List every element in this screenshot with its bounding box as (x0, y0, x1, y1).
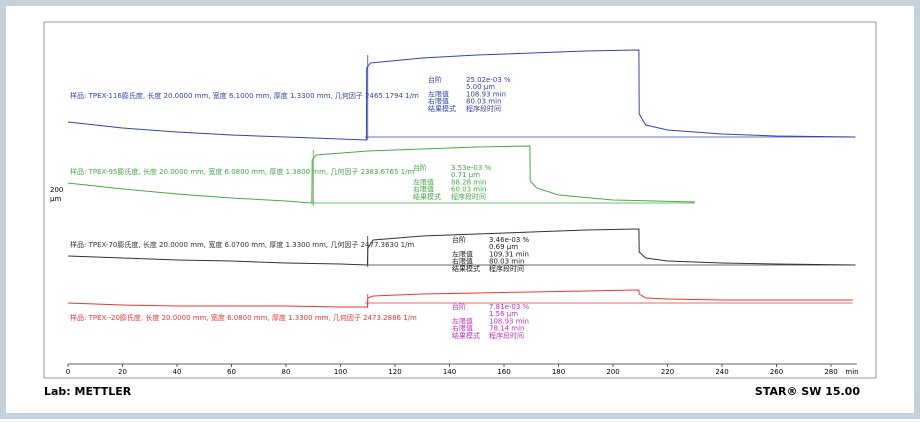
sample-label: 样品: TPEX-95膨氏度, 长度 20.0000 mm, 宽度 6.0800… (70, 167, 414, 176)
annotation-label: 结果模式 (413, 192, 441, 201)
footer-right: STAR® SW 15.00 (755, 385, 860, 398)
annotation-value: 程序段时间 (489, 331, 524, 340)
sample-label: 样品: TPEX-70膨氏度, 长度 20.0000 mm, 宽度 6.0700… (70, 240, 414, 249)
x-tick-label: 280 (824, 368, 837, 376)
annotation-value: 1.56 μm (489, 310, 518, 318)
annotation-label: 台阶 (452, 235, 466, 244)
series-line (67, 49, 856, 141)
x-tick-label: 100 (334, 368, 347, 376)
sample-label: 样品: TPEX--20膨氏度, 长度 20.0000 mm, 宽度 6.080… (70, 313, 417, 322)
annotation-label: 右限值 (413, 185, 434, 194)
y-scale-value: 200 (50, 186, 63, 194)
annotation-label: 台阶 (452, 302, 466, 311)
sample-label: 样品: TPEX-116膨氏度, 长度 20.0000 mm, 宽度 6.100… (70, 91, 419, 100)
annotation-label: 右限值 (452, 257, 473, 266)
x-tick-label: 160 (497, 368, 510, 376)
x-tick-label: 80 (282, 368, 291, 376)
series-line (67, 228, 856, 266)
series-line (67, 145, 695, 204)
annotation-label: 台阶 (428, 75, 442, 84)
x-tick-label: 180 (552, 368, 565, 376)
footer-left: Lab: METTLER (44, 385, 132, 398)
annotation-label: 右限值 (428, 97, 449, 106)
annotation-label: 左限值 (428, 89, 449, 98)
annotation-value: 78.14 min (489, 325, 524, 333)
x-tick-label: 140 (443, 368, 456, 376)
annotation-value: 3.46e-03 % (489, 236, 530, 244)
annotation-value: 7.81e-03 % (489, 303, 530, 311)
annotation-value: 3.53e-03 % (451, 164, 492, 172)
x-tick-label: 20 (118, 368, 127, 376)
annotation-value: 109.31 min (489, 250, 529, 258)
x-tick-label: 240 (715, 368, 728, 376)
annotation-label: 右限值 (452, 324, 473, 333)
x-tick-label: 220 (661, 368, 674, 376)
annotation-value: 80.03 min (466, 98, 501, 106)
x-tick-label: 260 (770, 368, 783, 376)
annotation-label: 台阶 (413, 163, 427, 172)
annotation-value: 程序段时间 (451, 192, 486, 201)
x-tick-label: 120 (388, 368, 401, 376)
x-tick-label: 40 (173, 368, 182, 376)
y-scale-unit: μm (50, 195, 61, 203)
annotation-value: 108.93 min (489, 317, 529, 325)
annotation-label: 结果模式 (428, 104, 456, 113)
annotation-label: 左限值 (452, 249, 473, 258)
x-tick-label: 200 (606, 368, 619, 376)
annotation-label: 左限值 (452, 316, 473, 325)
annotation-value: 0.69 μm (489, 243, 518, 251)
annotation-label: 结果模式 (452, 331, 480, 340)
annotation-value: 5.00 μm (466, 83, 495, 91)
annotation-value: 程序段时间 (466, 104, 501, 113)
annotation-value: 88.28 min (451, 178, 486, 186)
annotation-value: 60.03 min (451, 186, 486, 194)
x-axis-label: min (845, 368, 858, 376)
x-tick-label: 60 (227, 368, 236, 376)
plot-box (43, 21, 877, 379)
series-line (67, 289, 853, 308)
annotation-value: 80.03 min (489, 258, 524, 266)
x-tick-label: 0 (66, 368, 70, 376)
annotation-label: 结果模式 (452, 264, 480, 273)
annotation-value: 108.93 min (466, 90, 506, 98)
annotation-value: 25.02e-03 % (466, 76, 511, 84)
annotation-label: 左限值 (413, 177, 434, 186)
annotation-value: 程序段时间 (489, 264, 524, 273)
annotation-value: 0.71 μm (451, 171, 480, 179)
